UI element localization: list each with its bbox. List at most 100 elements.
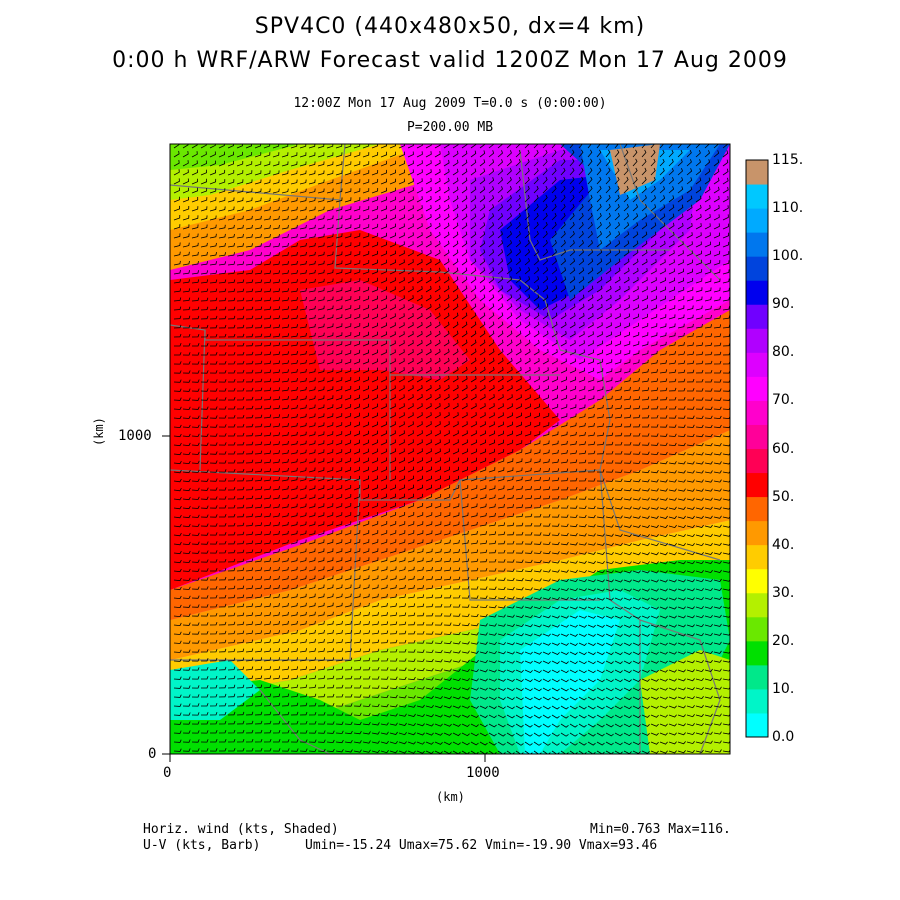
wind-barb: [542, 249, 548, 257]
wind-barb: [614, 350, 622, 356]
wind-barb: [317, 386, 325, 392]
wind-barb: [416, 530, 424, 536]
wind-barb: [362, 566, 370, 572]
wind-barb: [596, 669, 605, 674]
wind-barb: [650, 579, 659, 583]
wind-barb: [695, 406, 704, 410]
wind-barb: [722, 296, 730, 302]
wind-barb: [173, 676, 182, 680]
wind-barb: [704, 259, 712, 266]
wind-barb: [200, 224, 208, 230]
wind-barb: [497, 321, 504, 329]
wind-barb: [209, 279, 218, 284]
wind-barb: [254, 387, 263, 392]
wind-barb: [201, 667, 209, 671]
wind-barb: [470, 503, 478, 509]
wind-barb: [398, 484, 406, 491]
wind-barb: [668, 723, 677, 727]
wind-barb: [299, 629, 307, 635]
wind-barb: [605, 588, 614, 592]
wind-barb: [407, 403, 414, 410]
wind-barb: [173, 721, 182, 725]
wind-barb: [209, 478, 218, 482]
wind-barb: [479, 412, 486, 419]
wind-barb: [515, 249, 521, 257]
wind-barb: [650, 597, 659, 601]
wind-barb: [695, 424, 704, 429]
wind-barb: [299, 152, 307, 158]
wind-barb: [416, 339, 423, 347]
wind-barb: [218, 288, 227, 293]
wind-barb: [317, 242, 325, 248]
wind-barb: [326, 584, 334, 590]
wind-barb: [641, 606, 650, 610]
wind-barb: [470, 678, 479, 682]
wind-barb: [461, 204, 468, 212]
wind-barb: [344, 395, 352, 401]
wind-barb: [353, 224, 361, 230]
wind-barb: [209, 657, 218, 662]
wind-barb: [479, 231, 486, 239]
wind-barb: [524, 167, 530, 176]
wind-barb: [335, 566, 343, 572]
wind-barb: [263, 360, 272, 365]
wind-barb: [380, 621, 389, 626]
wind-barb: [623, 552, 632, 556]
wind-barb: [722, 205, 729, 212]
wind-barb: [407, 676, 416, 681]
wind-barb: [470, 448, 477, 455]
wind-barb: [362, 548, 370, 554]
wind-barb: [479, 240, 486, 248]
wind-barb: [659, 687, 668, 691]
wind-barb: [524, 440, 532, 446]
wind-barb: [551, 330, 558, 338]
wind-barb: [452, 144, 459, 149]
wind-barb: [542, 394, 549, 401]
wind-barb: [623, 506, 632, 510]
wind-barb: [173, 187, 180, 194]
wind-barb: [236, 197, 244, 203]
wind-barb: [614, 660, 623, 665]
wind-barb: [272, 639, 280, 644]
wind-barb: [515, 221, 521, 230]
wind-barb: [470, 366, 477, 374]
wind-barb: [533, 194, 539, 203]
wind-barb: [272, 486, 280, 491]
wind-barb: [677, 177, 684, 185]
wind-barb: [380, 403, 387, 410]
wind-barb: [309, 721, 317, 725]
wind-barb: [533, 559, 542, 564]
wind-barb: [470, 521, 478, 527]
wind-barb: [678, 397, 686, 401]
wind-barb: [317, 233, 325, 239]
wind-barb: [605, 331, 612, 338]
wind-barb: [668, 424, 677, 428]
wind-barb: [704, 424, 713, 429]
wind-barb: [425, 403, 432, 410]
wind-barb: [650, 687, 659, 691]
wind-barb: [425, 205, 432, 212]
valid-time-line: 12:00Z Mon 17 Aug 2009 T=0.0 s (0:00:00): [293, 96, 607, 111]
wind-barb: [524, 294, 531, 302]
wind-barb: [515, 303, 522, 311]
wind-barb: [263, 261, 272, 266]
wind-barb: [362, 403, 369, 410]
wind-barb: [416, 385, 423, 392]
wind-barb: [605, 496, 614, 501]
wind-barb: [416, 695, 425, 699]
wind-barb: [236, 576, 245, 581]
wind-barb: [623, 524, 632, 528]
wind-barb: [200, 433, 209, 437]
wind-barb: [506, 651, 515, 655]
wind-barb: [254, 306, 263, 311]
wind-barb: [605, 615, 614, 619]
wind-barb: [578, 294, 585, 302]
wind-barb: [254, 270, 263, 275]
wind-barb: [524, 176, 530, 185]
wind-barb: [452, 549, 460, 554]
wind-barb: [569, 331, 576, 338]
wind-barb: [362, 144, 370, 149]
wind-barb: [362, 584, 370, 590]
wind-barb: [362, 511, 370, 518]
wind-barb: [218, 233, 226, 239]
